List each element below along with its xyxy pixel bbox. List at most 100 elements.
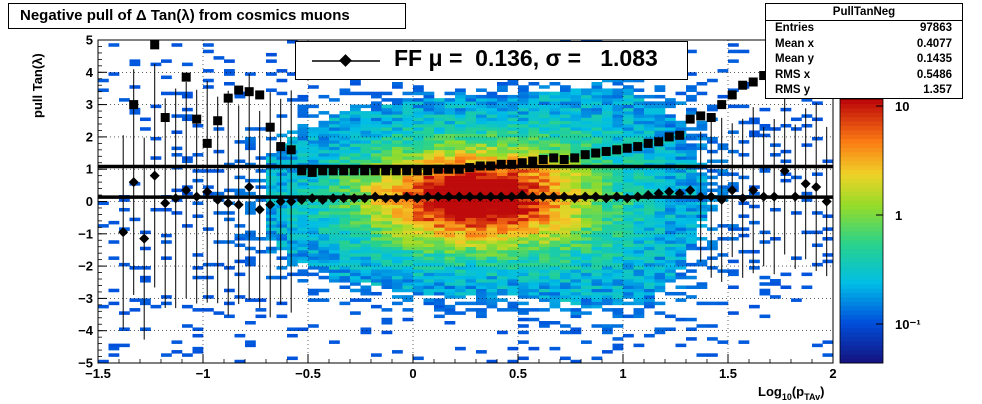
heatmap-cell: [738, 49, 750, 54]
heatmap-cell: [507, 111, 519, 115]
heatmap-cell: [623, 217, 634, 222]
heatmap-cell: [633, 291, 645, 296]
heatmap-cell: [339, 217, 351, 222]
heatmap-cell: [434, 153, 445, 157]
heatmap-cell: [402, 162, 414, 167]
heatmap-cell: [612, 91, 624, 96]
heatmap-cell: [486, 175, 498, 180]
heatmap-cell: [350, 259, 361, 264]
heatmap-cell: [276, 191, 288, 196]
heatmap-cell: [560, 240, 571, 244]
heatmap-cell: [612, 101, 624, 105]
heatmap-cell: [633, 227, 645, 231]
heatmap-cell: [413, 188, 424, 193]
heatmap-cell: [654, 285, 666, 290]
heatmap-cell: [717, 224, 729, 228]
heatmap-cell: [518, 91, 529, 96]
heatmap-cell: [213, 149, 225, 154]
heatmap-cell: [276, 224, 288, 228]
heatmap-cell: [360, 237, 372, 241]
heatmap-cell: [224, 211, 235, 215]
heatmap-cell: [413, 143, 424, 147]
heatmap-cell: [528, 233, 540, 238]
heatmap-cell: [276, 156, 288, 160]
heatmap-cell: [381, 321, 393, 325]
heatmap-cell: [528, 243, 540, 248]
heatmap-cell: [381, 217, 393, 222]
heatmap-cell: [539, 243, 550, 248]
heatmap-cell: [108, 346, 120, 351]
heatmap-cell: [308, 182, 319, 186]
heatmap-cell: [623, 130, 634, 134]
heatmap-cell: [707, 204, 718, 209]
heatmap-cell: [560, 207, 571, 212]
heatmap-cell: [161, 301, 172, 306]
heatmap-cell: [581, 133, 592, 138]
heatmap-cell: [276, 182, 288, 186]
heatmap-cell: [633, 107, 645, 112]
heatmap-cell: [497, 259, 508, 264]
heatmap-cell: [497, 94, 508, 99]
heatmap-cell: [633, 114, 645, 118]
heatmap-cell: [759, 127, 771, 131]
heatmap-cell: [801, 143, 813, 147]
heatmap-cell: [339, 114, 351, 118]
sigma-marker: [454, 164, 464, 174]
heatmap-cell: [329, 340, 340, 344]
stats-label: RMS x: [775, 68, 811, 81]
heatmap-cell: [402, 275, 414, 280]
heatmap-cell: [591, 253, 603, 257]
heatmap-cell: [423, 253, 435, 257]
heatmap-cell: [434, 314, 445, 319]
heatmap-cell: [413, 88, 424, 92]
heatmap-cell: [224, 314, 235, 319]
heatmap-cell: [308, 240, 319, 244]
heatmap-cell: [360, 149, 372, 154]
heatmap-cell: [455, 220, 466, 225]
heatmap-cell: [339, 220, 351, 225]
heatmap-cell: [581, 211, 592, 215]
heatmap-cell: [633, 269, 645, 273]
heatmap-cell: [486, 288, 498, 293]
heatmap-cell: [686, 211, 697, 215]
heatmap-cell: [612, 295, 624, 299]
heatmap-cell: [675, 259, 687, 264]
heatmap-cell: [455, 253, 466, 257]
heatmap-cell: [497, 111, 508, 115]
heatmap-cell: [339, 159, 351, 164]
heatmap-cell: [308, 85, 319, 89]
heatmap-cell: [633, 127, 645, 131]
heatmap-cell: [602, 246, 613, 251]
heatmap-cell: [518, 317, 529, 322]
heatmap-cell: [434, 211, 445, 215]
heatmap-cell: [675, 140, 687, 144]
heatmap-cell: [654, 94, 666, 99]
heatmap-cell: [350, 156, 361, 160]
heatmap-cell: [339, 214, 351, 218]
heatmap-cell: [245, 201, 256, 206]
heatmap-cell: [444, 220, 456, 225]
heatmap-cell: [633, 178, 645, 183]
heatmap-cell: [444, 162, 456, 167]
heatmap-cell: [423, 201, 435, 206]
heatmap-cell: [633, 230, 645, 235]
heatmap-cell: [224, 240, 235, 244]
heatmap-cell: [476, 298, 487, 302]
heatmap-cell: [581, 304, 592, 309]
heatmap-cell: [381, 262, 393, 267]
heatmap-cell: [339, 175, 351, 180]
heatmap-cell: [497, 156, 508, 160]
heatmap-cell: [633, 98, 645, 102]
heatmap-cell: [549, 120, 561, 125]
heatmap-cell: [455, 301, 466, 306]
heatmap-cell: [717, 169, 729, 173]
mean-marker: [128, 177, 139, 188]
heatmap-cell: [654, 117, 666, 122]
palette-band: [840, 138, 883, 144]
heatmap-cell: [560, 88, 571, 92]
heatmap-cell: [549, 91, 561, 96]
heatmap-cell: [423, 298, 435, 302]
heatmap-cell: [570, 240, 582, 244]
heatmap-cell: [486, 201, 498, 206]
heatmap-cell: [728, 311, 739, 315]
